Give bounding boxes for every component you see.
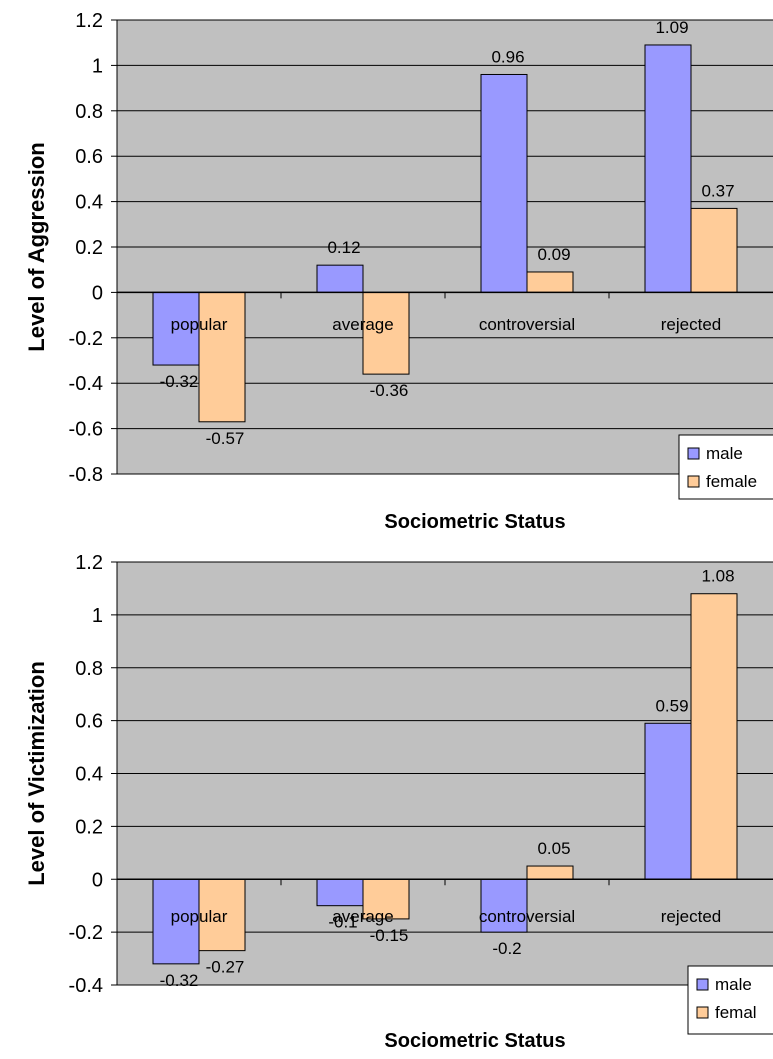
victimization-chart: -0.4 -0.2 0 0.2 0.4 0.6 0.8 1 1.2 -0.32 -0.1 -0.2 0.… <box>24 552 773 1052</box>
data-label: -0.32 <box>160 971 199 990</box>
data-label: 1.09 <box>655 18 688 37</box>
bar-female-controversial <box>526 865 574 880</box>
y-tick-label: 0.4 <box>75 764 103 786</box>
data-label: 0.05 <box>537 839 570 858</box>
x-axis-title: Sociometric Status <box>384 511 565 533</box>
data-label: 0.96 <box>491 47 524 66</box>
y-tick-label: 0.8 <box>75 658 103 680</box>
y-tick-label: 0.6 <box>75 146 103 168</box>
data-label: -0.57 <box>206 429 245 448</box>
y-tick-label: -0.2 <box>69 922 103 944</box>
data-label: -0.32 <box>160 372 199 391</box>
bar-female-average <box>362 878 410 920</box>
data-label: -0.36 <box>370 381 409 400</box>
legend-label-male: male <box>715 975 752 994</box>
category-label: rejected <box>661 907 721 926</box>
data-label: 0.37 <box>701 181 734 200</box>
y-tick-label: -0.4 <box>69 975 103 997</box>
legend-swatch-female <box>696 1006 709 1019</box>
data-label: 1.08 <box>701 567 734 586</box>
legend-swatch-male <box>687 447 700 460</box>
bar-female-average <box>362 291 410 375</box>
y-tick-label: -0.4 <box>69 373 103 395</box>
bar-male-controversial <box>480 73 528 293</box>
category-label: controversial <box>479 907 575 926</box>
legend-box <box>687 965 773 1035</box>
x-axis-title: Sociometric Status <box>384 1030 565 1052</box>
category-label: average <box>332 907 393 926</box>
bar-male-rejected <box>644 722 692 880</box>
y-tick-label: 0.2 <box>75 816 103 838</box>
data-label: -0.1 <box>328 913 357 932</box>
legend-label-male: male <box>706 444 743 463</box>
bar-male-controversial <box>480 878 528 933</box>
category-label: rejected <box>661 315 721 334</box>
y-tick-label: 0.8 <box>75 101 103 123</box>
data-label: 0.12 <box>327 238 360 257</box>
bar-female-popular <box>198 291 246 423</box>
data-label: -0.27 <box>206 958 245 977</box>
legend-label-female: femal <box>715 1003 757 1022</box>
bar-female-controversial <box>526 271 574 293</box>
bar-male-average <box>316 264 364 293</box>
data-label: 0.09 <box>537 245 570 264</box>
data-label: 0.59 <box>655 696 688 715</box>
y-tick-label: -0.2 <box>69 328 103 350</box>
bar-male-rejected <box>644 44 692 293</box>
bar-female-rejected <box>690 593 738 880</box>
legend-label-female: female <box>706 472 757 491</box>
y-tick-label: -0.8 <box>69 464 103 486</box>
y-tick-label: 0.4 <box>75 192 103 214</box>
category-label: popular <box>171 907 228 926</box>
y-tick-label: 1.2 <box>75 10 103 32</box>
legend-box <box>678 434 773 500</box>
y-tick-label: 0 <box>92 869 103 891</box>
bar-female-rejected <box>690 207 738 293</box>
category-label: controversial <box>479 315 575 334</box>
data-label: -0.15 <box>370 926 409 945</box>
legend-swatch-male <box>696 978 709 991</box>
category-label: average <box>332 315 393 334</box>
bar-female-popular <box>198 878 246 952</box>
data-label: -0.2 <box>492 939 521 958</box>
y-tick-label: 1.2 <box>75 552 103 574</box>
legend-swatch-female <box>687 475 700 488</box>
y-tick-label: -0.6 <box>69 419 103 441</box>
category-label: popular <box>171 315 228 334</box>
y-tick-label: 0 <box>92 282 103 304</box>
y-tick-label: 0.6 <box>75 711 103 733</box>
y-axis-title: Level of Victimization <box>24 661 49 886</box>
bar-male-average <box>316 878 364 907</box>
y-axis-title: Level of Aggression <box>24 142 49 351</box>
y-tick-label: 0.2 <box>75 237 103 259</box>
y-tick-label: 1 <box>92 605 103 627</box>
y-tick-label: 1 <box>92 55 103 77</box>
bar-male-popular <box>152 878 200 965</box>
aggression-chart: -0.8 -0.6 -0.4 -0.2 0 0.2 0.4 0.6 0.8 1 1.2 -0.32 0.… <box>24 10 773 533</box>
